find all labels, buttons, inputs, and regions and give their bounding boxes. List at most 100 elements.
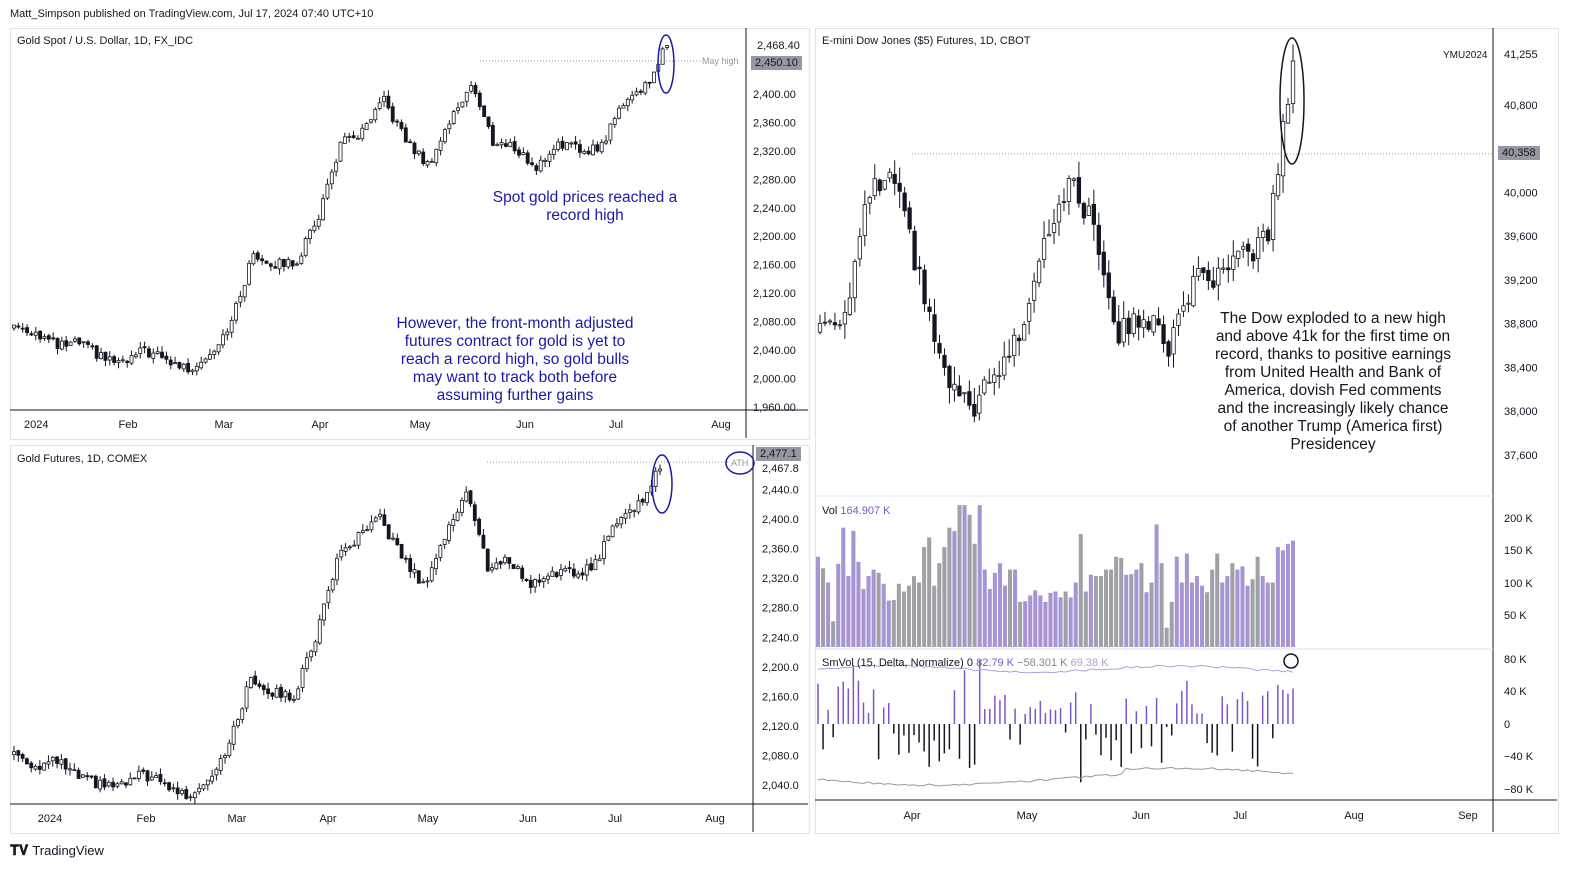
candle <box>373 109 378 121</box>
candle <box>154 775 159 778</box>
candle <box>927 306 932 312</box>
tradingview-logo[interactable]: 𝐓𝐕 TradingView <box>10 842 104 859</box>
volume-bar <box>896 583 901 647</box>
volume-bar <box>1018 601 1023 647</box>
volume-bar <box>901 591 906 647</box>
candle <box>334 161 339 172</box>
volume-bar <box>1164 627 1169 647</box>
highlight-circle <box>1283 653 1299 669</box>
volume-bar <box>856 561 861 647</box>
candle <box>77 337 82 345</box>
candle <box>151 352 156 359</box>
x-tick-label: May <box>1017 810 1038 822</box>
candle <box>68 768 72 771</box>
candle <box>93 775 98 789</box>
candle <box>560 140 565 149</box>
candle <box>1191 275 1196 307</box>
candle <box>982 379 987 394</box>
y-tick-label: 2,360.00 <box>753 117 796 129</box>
candle <box>447 524 451 541</box>
volume-bar <box>1260 576 1265 647</box>
volume-bar <box>992 572 997 647</box>
volume-bar <box>1109 569 1114 647</box>
candle <box>647 81 652 84</box>
candle <box>1206 269 1211 282</box>
x-tick-label: Aug <box>705 813 725 825</box>
candle <box>38 330 43 340</box>
candle <box>197 787 202 793</box>
y-tick-label: 39,200 <box>1504 275 1538 287</box>
candle <box>438 140 443 151</box>
candle <box>86 341 90 345</box>
volume-bar <box>1134 569 1139 647</box>
highlight-ellipse <box>651 454 673 514</box>
volume-bar <box>952 530 957 647</box>
candle <box>279 686 283 698</box>
candle <box>472 504 477 522</box>
chart2-title: Gold Futures, 1D, COMEX <box>17 453 148 465</box>
candle <box>907 207 912 230</box>
candle <box>584 564 589 576</box>
candle <box>591 144 595 156</box>
vol-value: 164.907 K <box>840 505 891 517</box>
candle <box>1046 234 1052 237</box>
ath-label: ATH <box>731 458 749 468</box>
candle <box>295 263 299 266</box>
candle <box>1141 319 1146 329</box>
candle <box>403 127 408 143</box>
candle <box>652 71 656 84</box>
volume-bar <box>1093 576 1098 647</box>
candle <box>223 755 227 759</box>
candle <box>416 570 421 584</box>
candle <box>832 322 838 326</box>
y-tick-label: 2,080.0 <box>762 750 799 762</box>
candle <box>216 344 221 353</box>
candle <box>59 340 64 350</box>
candle <box>1171 327 1176 355</box>
volume-bar <box>1098 576 1103 647</box>
volume-bar <box>1179 582 1184 647</box>
candle <box>499 142 504 146</box>
x-tick-label: Jul <box>608 813 622 825</box>
candle <box>225 331 230 336</box>
volume-bar <box>1068 597 1073 647</box>
candle <box>255 252 260 260</box>
y-tick-label: 2,320.0 <box>762 573 799 585</box>
candle <box>180 789 184 795</box>
candle <box>46 761 51 765</box>
candle <box>192 792 197 799</box>
gold-spot-panel[interactable] <box>10 28 810 440</box>
candle <box>547 153 552 162</box>
candle <box>338 141 343 162</box>
candle <box>932 314 937 342</box>
volume-bar <box>861 588 866 647</box>
smvol-tick-label: 0 <box>1504 719 1510 731</box>
x-tick-label: 2024 <box>38 813 62 825</box>
smvol-tick-label: −40 K <box>1504 751 1534 763</box>
annotation-spot-record: Spot gold prices reached a record high <box>492 189 678 224</box>
volume-bar <box>1058 597 1063 647</box>
volume-bar <box>911 576 917 647</box>
candle <box>533 579 538 588</box>
volume-bar <box>1159 563 1164 647</box>
candle <box>521 152 526 156</box>
candle <box>997 375 1002 378</box>
candle <box>1186 302 1191 305</box>
candle <box>604 140 608 144</box>
candle <box>55 756 59 764</box>
candle <box>73 338 77 342</box>
candle <box>643 82 648 94</box>
volume-bar <box>962 505 967 647</box>
candle <box>201 784 206 790</box>
volume-bar <box>1124 574 1129 647</box>
candle <box>494 562 499 570</box>
candle <box>210 775 215 782</box>
candle <box>485 548 490 572</box>
candle <box>416 150 421 155</box>
candle <box>625 98 630 107</box>
candle <box>138 347 143 354</box>
candle <box>1051 223 1057 233</box>
volume-bar <box>1275 547 1280 647</box>
candle <box>817 323 823 333</box>
